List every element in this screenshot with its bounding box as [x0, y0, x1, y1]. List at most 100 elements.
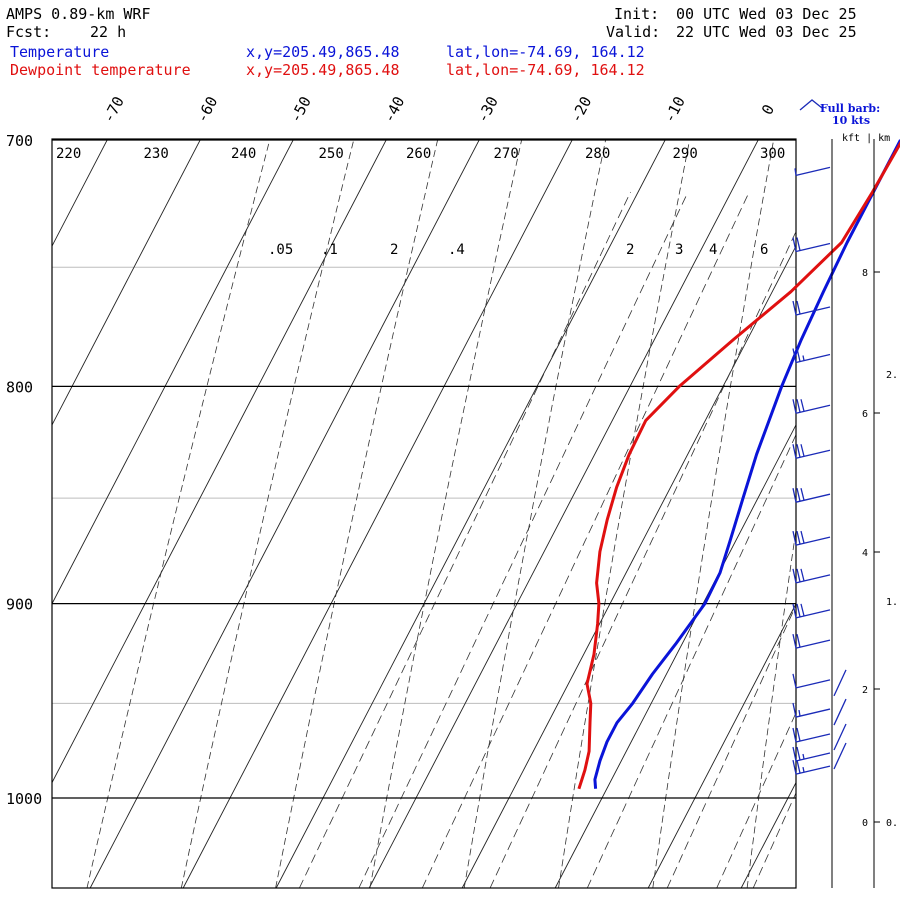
mixing-ratio-line: [489, 230, 796, 888]
mixing-ratio-label: .4: [448, 242, 465, 258]
model-title: AMPS 0.89-km WRF: [6, 5, 151, 23]
wind-barb-half: [802, 355, 805, 361]
wind-barb-full: [792, 702, 797, 718]
wind-barb-half: [802, 766, 805, 773]
legend-dewpoint-xy: x,y=205.49,865.48: [246, 61, 400, 79]
forecast-label: Fcst:: [6, 23, 52, 41]
isotherm-line: [647, 602, 796, 888]
mixing-ratio-line: [586, 433, 796, 888]
wind-barb: [792, 759, 831, 775]
isotherm-label: -50: [286, 93, 315, 125]
wind-barb-half: [798, 709, 801, 717]
mixing-ratio-line: [752, 791, 796, 888]
wind-barb-half: [794, 168, 797, 176]
wind-barb-staff: [795, 733, 831, 743]
valid-value: 22 UTC Wed 03 Dec 25: [676, 23, 857, 41]
isotherm-line: [52, 139, 202, 426]
dry-adiabat: [652, 139, 775, 888]
dry-adiabat-label: 300: [760, 146, 785, 162]
isotherm-line: [52, 139, 388, 784]
height-axis: 8 6 4 2 0 2. 1. 0.: [831, 139, 898, 888]
isotherm-line: [182, 139, 574, 888]
dry-adiabat: [558, 139, 691, 888]
wind-barb-lower-staff: [833, 669, 847, 697]
wind-barb: [792, 673, 831, 689]
dry-adiabat-label: 270: [494, 146, 519, 162]
wind-barb-staff: [795, 404, 831, 414]
barb-key-icon: [799, 99, 823, 111]
legend-dewpoint-latlon: lat,lon=-74.69, 164.12: [446, 61, 645, 79]
wind-barb-full: [796, 568, 801, 583]
init-label: Init:: [614, 5, 660, 23]
plot-border: [51, 138, 797, 889]
dry-adiabat: [86, 139, 271, 888]
legend-temperature-name: Temperature: [10, 43, 110, 61]
wind-barb: [792, 746, 831, 762]
forecast-value: 22 h: [90, 23, 127, 41]
legend-temperature-latlon: lat,lon=-74.69, 164.12: [446, 43, 645, 61]
wind-barb-staff: [795, 639, 831, 649]
mixing-ratio-label: 6: [760, 242, 768, 258]
wind-barb: [792, 530, 831, 546]
mixing-ratio-line: [421, 191, 750, 888]
wind-barb-staff: [795, 306, 831, 316]
wind-barb-full: [792, 673, 797, 688]
wind-barb-full: [792, 759, 797, 775]
wind-barb-staff: [795, 609, 831, 619]
dry-adiabat-label: 230: [144, 146, 169, 162]
wind-barb-full: [796, 634, 801, 648]
kft-tick-label: 4: [862, 548, 868, 559]
km-tick-label: 2.: [886, 370, 898, 381]
wind-barb: [792, 488, 831, 503]
temperature-line: [593, 139, 900, 789]
isotherm-line: [52, 139, 295, 605]
isotherm-line: [368, 139, 760, 888]
dry-adiabat: [746, 527, 796, 888]
wind-barb-full: [800, 444, 805, 457]
wind-barb-full: [792, 530, 797, 546]
isotherm-line: [461, 245, 796, 888]
wind-barb: [792, 300, 831, 316]
mixing-ratio-line: [299, 191, 631, 888]
barb-key-line2: 10 kts: [832, 114, 871, 127]
wind-barb-full: [792, 488, 797, 503]
wind-barb: [792, 348, 831, 364]
wind-barb-full: [792, 300, 797, 316]
dry-adiabat-label: 250: [319, 146, 344, 162]
isobar-label: 1000: [6, 790, 42, 808]
wind-barb: [794, 166, 831, 176]
legend-temperature-xy: x,y=205.49,865.48: [246, 43, 400, 61]
wind-barb-lower: [833, 698, 847, 726]
dry-adiabat-label: 220: [56, 146, 81, 162]
dewpoint-line: [577, 140, 900, 790]
wind-barb-lower-staff: [833, 723, 847, 751]
wind-barb: [792, 603, 831, 619]
wind-barb-full: [796, 348, 801, 362]
wind-barb-staff: [795, 449, 831, 459]
mixing-ratio-label: 3: [675, 242, 683, 258]
legend-dewpoint-name: Dewpoint temperature: [10, 61, 191, 79]
wind-barb-full: [796, 759, 801, 774]
wind-barb-full: [800, 603, 805, 617]
isotherm-label: -10: [660, 93, 689, 125]
wind-barb-lower-staff: [833, 698, 847, 726]
wind-barb-full: [792, 727, 797, 743]
wind-barb: [792, 444, 831, 459]
isotherm-label: -40: [380, 93, 409, 125]
isobar-label: 800: [6, 378, 33, 396]
wind-barb-full: [792, 444, 797, 459]
wind-barb-full: [796, 488, 801, 502]
wind-barb-staff: [795, 536, 831, 546]
wind-barb: [792, 702, 831, 718]
barb-key-line1: Full barb:: [820, 102, 881, 115]
wind-barb: [792, 634, 831, 649]
wind-barb: [792, 399, 831, 414]
wind-barb-lower: [833, 742, 847, 770]
wind-barb-staff: [795, 679, 831, 689]
wind-barb-full: [792, 237, 797, 252]
init-value: 00 UTC Wed 03 Dec 25: [676, 5, 857, 23]
isotherm-line: [554, 423, 796, 888]
wind-barb-full: [796, 237, 801, 251]
mixing-ratio-label: 2: [390, 242, 398, 258]
isotherm-label: -20: [567, 93, 596, 125]
